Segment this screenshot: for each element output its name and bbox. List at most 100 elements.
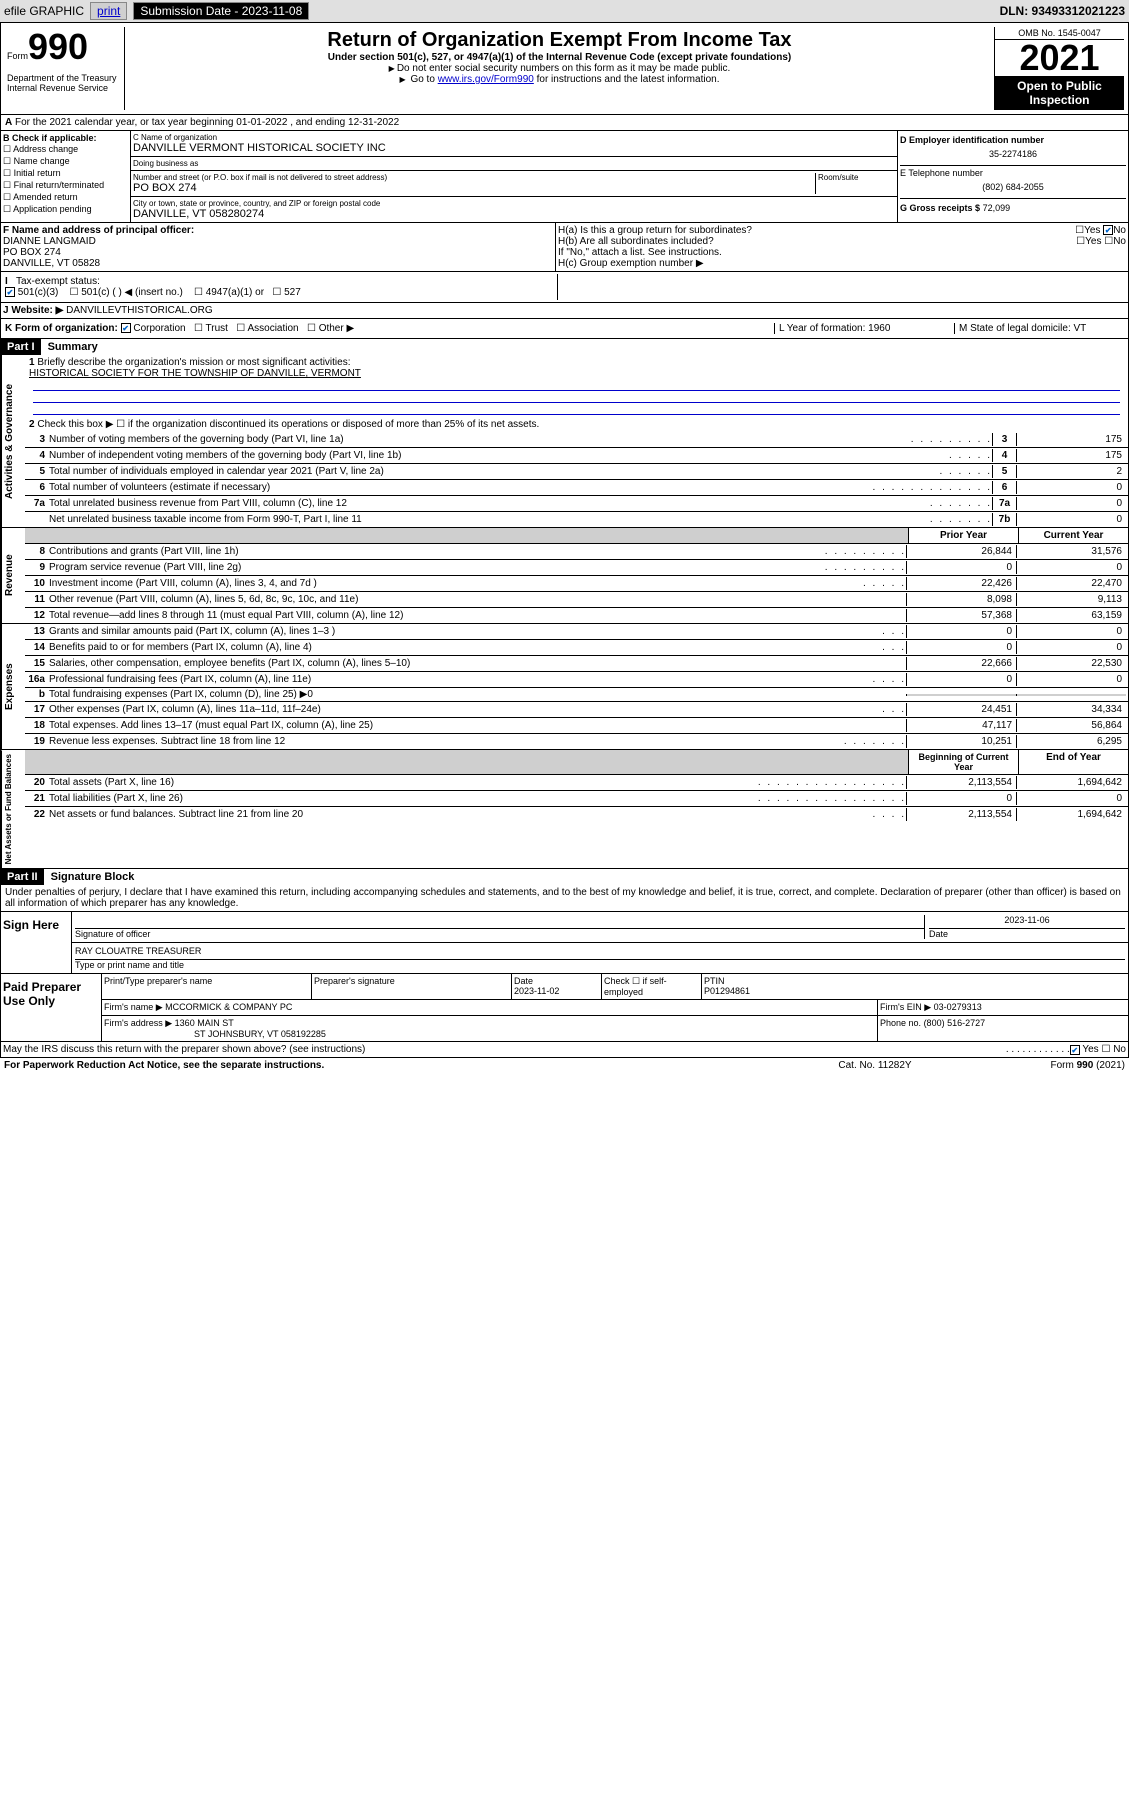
line-17: 17Other expenses (Part IX, column (A), l…	[25, 702, 1128, 718]
gross-value: 72,099	[983, 203, 1011, 213]
line-a: A For the 2021 calendar year, or tax yea…	[0, 115, 1129, 131]
addr-value: PO BOX 274	[133, 182, 815, 194]
sig-date: 2023-11-06	[929, 915, 1125, 929]
paid-preparer-block: Paid Preparer Use Only Print/Type prepar…	[0, 974, 1129, 1042]
line-4: 4Number of independent voting members of…	[25, 448, 1128, 464]
chk-address[interactable]: ☐ Address change	[3, 144, 128, 155]
governance-block: Activities & Governance 1 Briefly descri…	[0, 355, 1129, 528]
tax-year: 2021	[995, 40, 1124, 76]
line-8: 8Contributions and grants (Part VIII, li…	[25, 544, 1128, 560]
paid-label: Paid Preparer Use Only	[1, 974, 101, 1041]
form-label: Form	[7, 51, 28, 61]
col-b-title: B Check if applicable:	[3, 133, 97, 143]
vert-governance: Activities & Governance	[1, 355, 25, 527]
mission: HISTORICAL SOCIETY FOR THE TOWNSHIP OF D…	[29, 368, 361, 379]
netassets-block: Net Assets or Fund Balances Beginning of…	[0, 750, 1129, 869]
j-label: J	[3, 305, 9, 316]
gross-label: G Gross receipts $	[900, 203, 980, 213]
officer-addr1: PO BOX 274	[3, 247, 61, 258]
line-16a: 16aProfessional fundraising fees (Part I…	[25, 672, 1128, 688]
org-name-label: C Name of organization	[133, 133, 895, 142]
irs-link[interactable]: www.irs.gov/Form990	[438, 74, 534, 85]
prep-sig-h: Preparer's signature	[312, 974, 512, 999]
chk-corp[interactable]: ✔	[121, 323, 131, 333]
line-7a: 7aTotal unrelated business revenue from …	[25, 496, 1128, 512]
firm-name: MCCORMICK & COMPANY PC	[165, 1002, 292, 1012]
tel-label: E Telephone number	[900, 168, 983, 178]
section-h: H(a) Is this a group return for subordin…	[556, 223, 1128, 271]
section-bcd: B Check if applicable: ☐ Address change …	[0, 131, 1129, 223]
chk-amended[interactable]: ☐ Amended return	[3, 192, 128, 203]
chk-pending[interactable]: ☐ Application pending	[3, 204, 128, 215]
part2-header-row: Part II Signature Block	[0, 869, 1129, 885]
blank-line	[33, 403, 1120, 415]
part2-header: Part II	[1, 869, 44, 885]
section-i: I Tax-exempt status: ✔ 501(c)(3) ☐ 501(c…	[0, 272, 1129, 303]
efile-label: efile GRAPHIC	[4, 4, 84, 18]
form-990: 990	[28, 26, 88, 67]
section-fh: F Name and address of principal officer:…	[0, 223, 1129, 272]
i-label: I	[5, 276, 8, 287]
print-button[interactable]: print	[90, 2, 127, 20]
column-d: D Employer identification number 35-2274…	[898, 131, 1128, 222]
firm-ein: 03-0279313	[934, 1002, 982, 1012]
hb-text: H(b) Are all subordinates included?	[558, 236, 714, 247]
chk-501c3[interactable]: ✔	[5, 287, 15, 297]
line-7b: Net unrelated business taxable income fr…	[25, 512, 1128, 527]
form-footer: Form 990 (2021)	[975, 1060, 1125, 1071]
part1-header: Part I	[1, 339, 41, 355]
column-b: B Check if applicable: ☐ Address change …	[1, 131, 131, 222]
form-title: Return of Organization Exempt From Incom…	[133, 29, 986, 52]
column-c: C Name of organization DANVILLE VERMONT …	[131, 131, 898, 222]
line-22: 22Net assets or fund balances. Subtract …	[25, 807, 1128, 822]
i-text: Tax-exempt status:	[16, 276, 100, 287]
suite-label: Room/suite	[818, 173, 895, 182]
firm-addr1: 1360 MAIN ST	[175, 1018, 234, 1028]
addr-label: Number and street (or P.O. box if mail i…	[133, 173, 815, 182]
ssn-note: Do not enter social security numbers on …	[133, 63, 986, 74]
chk-final[interactable]: ☐ Final return/terminated	[3, 180, 128, 191]
may-discuss: May the IRS discuss this return with the…	[3, 1044, 1006, 1055]
j-text: Website: ▶	[11, 305, 63, 316]
line-3: 3Number of voting members of the governi…	[25, 432, 1128, 448]
line-16b: bTotal fundraising expenses (Part IX, co…	[25, 688, 1128, 702]
section-f: F Name and address of principal officer:…	[1, 223, 556, 271]
goto-note: Go to www.irs.gov/Form990 for instructio…	[133, 74, 986, 85]
line-13: 13Grants and similar amounts paid (Part …	[25, 624, 1128, 640]
city-value: DANVILLE, VT 058280274	[133, 208, 895, 220]
blank-line	[33, 379, 1120, 391]
line-2: 2 Check this box ▶ ☐ if the organization…	[25, 417, 1128, 432]
form-subtitle: Under section 501(c), 527, or 4947(a)(1)…	[133, 52, 986, 63]
officer-name: DIANNE LANGMAID	[3, 236, 96, 247]
dba-label: Doing business as	[133, 159, 895, 168]
line-a-text: For the 2021 calendar year, or tax year …	[15, 117, 399, 128]
website-url: DANVILLEVTHISTORICAL.ORG	[66, 305, 213, 316]
ein-label: D Employer identification number	[900, 135, 1044, 145]
hc-text: H(c) Group exemption number ▶	[558, 258, 1126, 269]
part1-title: Summary	[48, 341, 98, 353]
chk-name[interactable]: ☐ Name change	[3, 156, 128, 167]
ha-answer: ☐Yes ✔No	[1075, 225, 1126, 236]
dept-treasury: Department of the Treasury Internal Reve…	[7, 73, 122, 93]
cat-no: Cat. No. 11282Y	[775, 1060, 975, 1071]
section-klm: K Form of organization: ✔ Corporation ☐ …	[0, 319, 1129, 339]
line-5: 5Total number of individuals employed in…	[25, 464, 1128, 480]
line-9: 9Program service revenue (Part VIII, lin…	[25, 560, 1128, 576]
chk-initial[interactable]: ☐ Initial return	[3, 168, 128, 179]
firm-phone: (800) 516-2727	[924, 1018, 986, 1028]
vert-expenses: Expenses	[1, 624, 25, 749]
sign-here-label: Sign Here	[1, 912, 71, 973]
prep-name-h: Print/Type preparer's name	[102, 974, 312, 999]
m-state: M State of legal domicile: VT	[954, 323, 1124, 334]
officer-name-title: RAY CLOUATRE TREASURER	[75, 946, 1125, 960]
top-bar: efile GRAPHIC print Submission Date - 20…	[0, 0, 1129, 22]
city-label: City or town, state or province, country…	[133, 199, 895, 208]
line-19: 19Revenue less expenses. Subtract line 1…	[25, 734, 1128, 749]
ptin: P01294861	[704, 986, 750, 996]
check-self: Check ☐ if self-employed	[602, 974, 702, 999]
hb-note: If "No," attach a list. See instructions…	[558, 247, 1126, 258]
ein-value: 35-2274186	[900, 145, 1126, 163]
net-header: Beginning of Current YearEnd of Year	[25, 750, 1128, 775]
submission-date: Submission Date - 2023-11-08	[133, 2, 309, 20]
firm-addr2: ST JOHNSBURY, VT 058192285	[194, 1029, 326, 1039]
